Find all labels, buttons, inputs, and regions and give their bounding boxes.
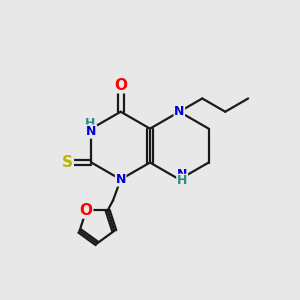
Text: N: N — [86, 125, 97, 138]
Text: H: H — [85, 117, 95, 130]
Text: N: N — [174, 105, 184, 118]
Text: N: N — [177, 168, 188, 181]
Text: S: S — [62, 155, 73, 170]
Text: N: N — [116, 173, 126, 186]
Text: H: H — [177, 174, 188, 188]
Text: O: O — [80, 203, 93, 218]
Text: O: O — [114, 78, 127, 93]
